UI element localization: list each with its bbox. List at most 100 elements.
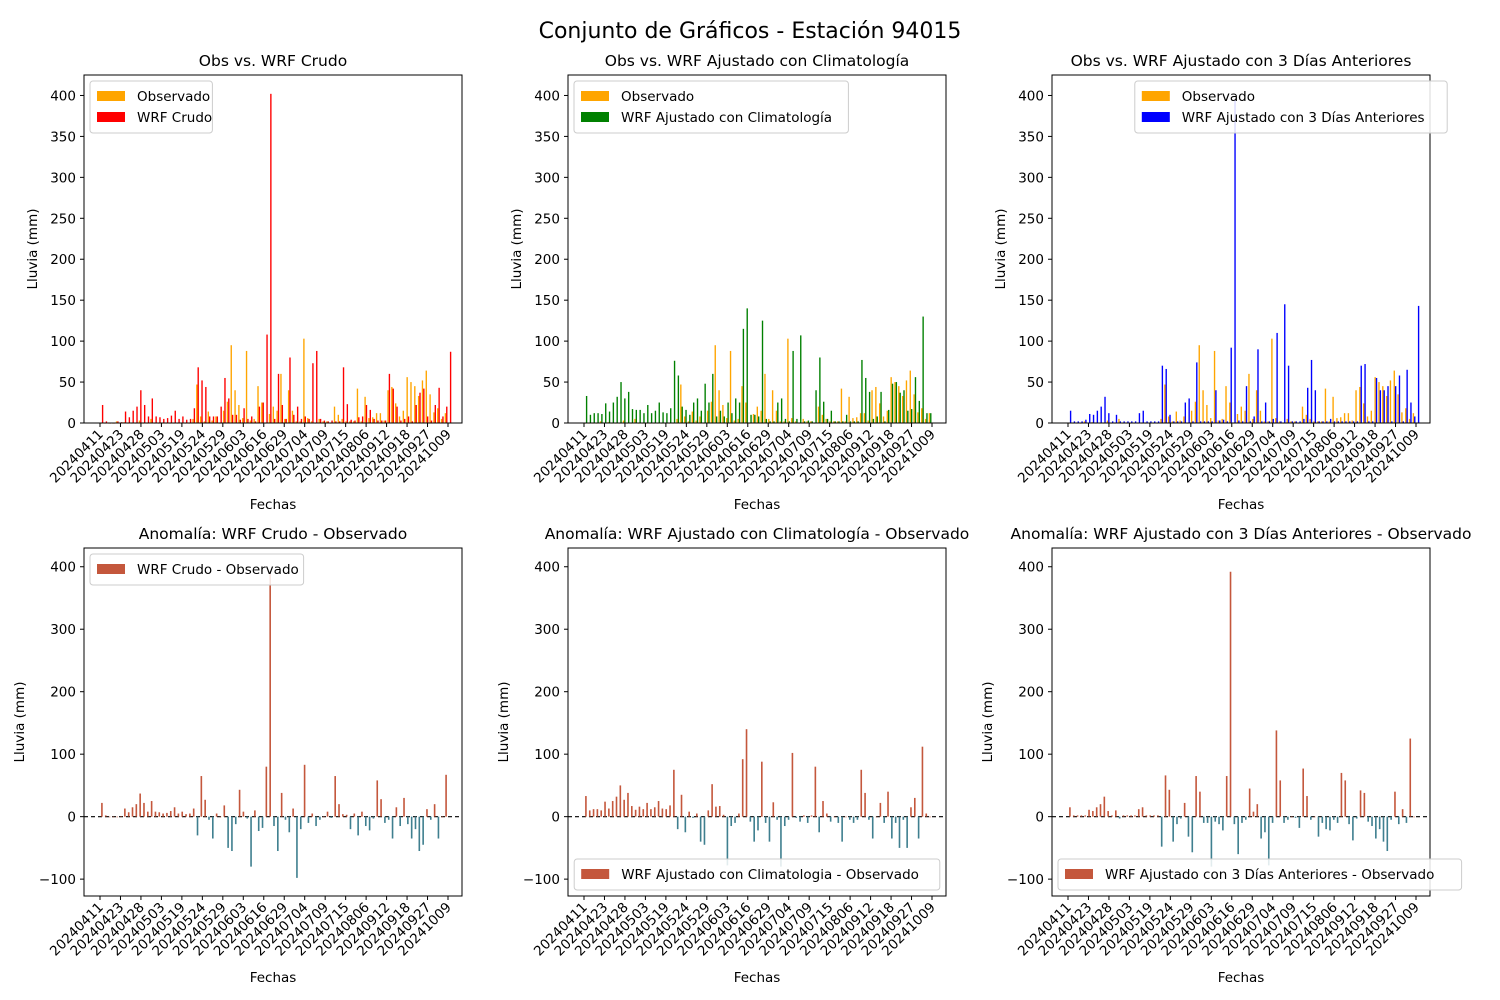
bar	[769, 421, 771, 423]
bar	[654, 410, 657, 423]
legend-label: WRF Crudo - Observado	[137, 562, 299, 578]
bar	[185, 814, 187, 817]
bar	[1164, 775, 1167, 817]
bar	[300, 418, 303, 423]
bar	[1084, 815, 1087, 817]
bar	[799, 816, 801, 822]
bar	[1348, 816, 1350, 825]
bar	[1069, 410, 1072, 423]
bar	[1363, 792, 1366, 817]
bar	[365, 404, 368, 423]
bar	[1103, 796, 1106, 817]
bar	[132, 410, 134, 423]
bar	[1349, 421, 1351, 423]
bar	[243, 408, 245, 423]
bar	[203, 421, 206, 423]
bar	[673, 360, 676, 423]
bar	[1413, 816, 1415, 818]
bar	[776, 816, 778, 820]
bar	[1368, 421, 1370, 423]
legend: Observado WRF Ajustado con 3 Días Anterio…	[1134, 80, 1448, 134]
bar	[787, 816, 790, 820]
bar	[273, 816, 275, 827]
bar	[792, 350, 794, 423]
bar	[1234, 99, 1236, 424]
bar	[825, 418, 827, 423]
bar	[1242, 421, 1244, 423]
legend-label: Observado	[137, 89, 210, 105]
bar	[143, 404, 146, 423]
y-tick-label: 300	[1018, 170, 1044, 186]
bar	[727, 402, 729, 423]
bar	[1230, 347, 1232, 423]
bar	[333, 406, 336, 423]
bar	[289, 357, 291, 423]
bar	[442, 416, 444, 423]
bar	[444, 413, 447, 423]
bar	[1362, 403, 1365, 423]
y-tick-label: 300	[534, 170, 560, 186]
bar	[650, 413, 653, 423]
bar	[882, 416, 885, 423]
bar	[917, 412, 919, 423]
bar	[875, 816, 878, 818]
bar	[231, 414, 234, 423]
bar	[1126, 815, 1129, 817]
bar	[361, 811, 363, 817]
y-tick-label: 0	[551, 810, 560, 826]
bar	[1221, 418, 1223, 423]
chart-panel-p2: Obs vs. WRF Ajustado con Climatología 0 50…	[509, 52, 947, 513]
bar	[346, 404, 349, 423]
bar	[1180, 816, 1182, 819]
bar	[929, 816, 931, 818]
bar	[158, 812, 161, 817]
bar	[711, 784, 713, 817]
bar	[845, 816, 847, 818]
bar	[821, 414, 824, 423]
bar	[181, 811, 184, 817]
bar	[585, 796, 587, 817]
y-tick-label: −100	[1007, 872, 1044, 888]
bar	[1326, 421, 1328, 423]
bar	[1164, 384, 1166, 423]
bar	[833, 421, 835, 423]
bar	[1077, 421, 1079, 423]
bar	[715, 806, 717, 817]
bar	[642, 809, 645, 817]
bar	[738, 813, 740, 817]
bar	[906, 816, 908, 848]
bar	[788, 421, 790, 423]
bar	[734, 816, 736, 823]
bar	[295, 421, 297, 423]
bar	[364, 816, 367, 827]
bar	[1268, 421, 1271, 423]
axes-frame	[1051, 74, 1431, 424]
bar	[254, 421, 257, 423]
bar	[1072, 815, 1075, 817]
bar	[345, 421, 347, 423]
bar	[922, 316, 924, 423]
bar	[634, 418, 636, 423]
bar	[818, 816, 820, 833]
bar	[710, 401, 713, 423]
bar	[856, 417, 858, 423]
bar	[204, 799, 206, 817]
bar	[1137, 809, 1140, 817]
series-0	[584, 338, 931, 424]
bar	[731, 413, 733, 423]
bar	[1167, 416, 1170, 423]
bar	[875, 386, 877, 423]
bar	[1214, 816, 1217, 822]
bar	[1378, 382, 1380, 423]
bar	[1241, 816, 1243, 823]
bar	[1183, 416, 1185, 423]
bar	[411, 421, 414, 423]
bar	[1229, 402, 1231, 423]
bar	[1096, 410, 1099, 423]
bar	[303, 338, 305, 423]
bar	[312, 363, 314, 423]
x-axis-label: Fechas	[1218, 970, 1265, 986]
bar	[1218, 816, 1220, 825]
bar	[1264, 816, 1266, 833]
bar	[692, 402, 695, 423]
